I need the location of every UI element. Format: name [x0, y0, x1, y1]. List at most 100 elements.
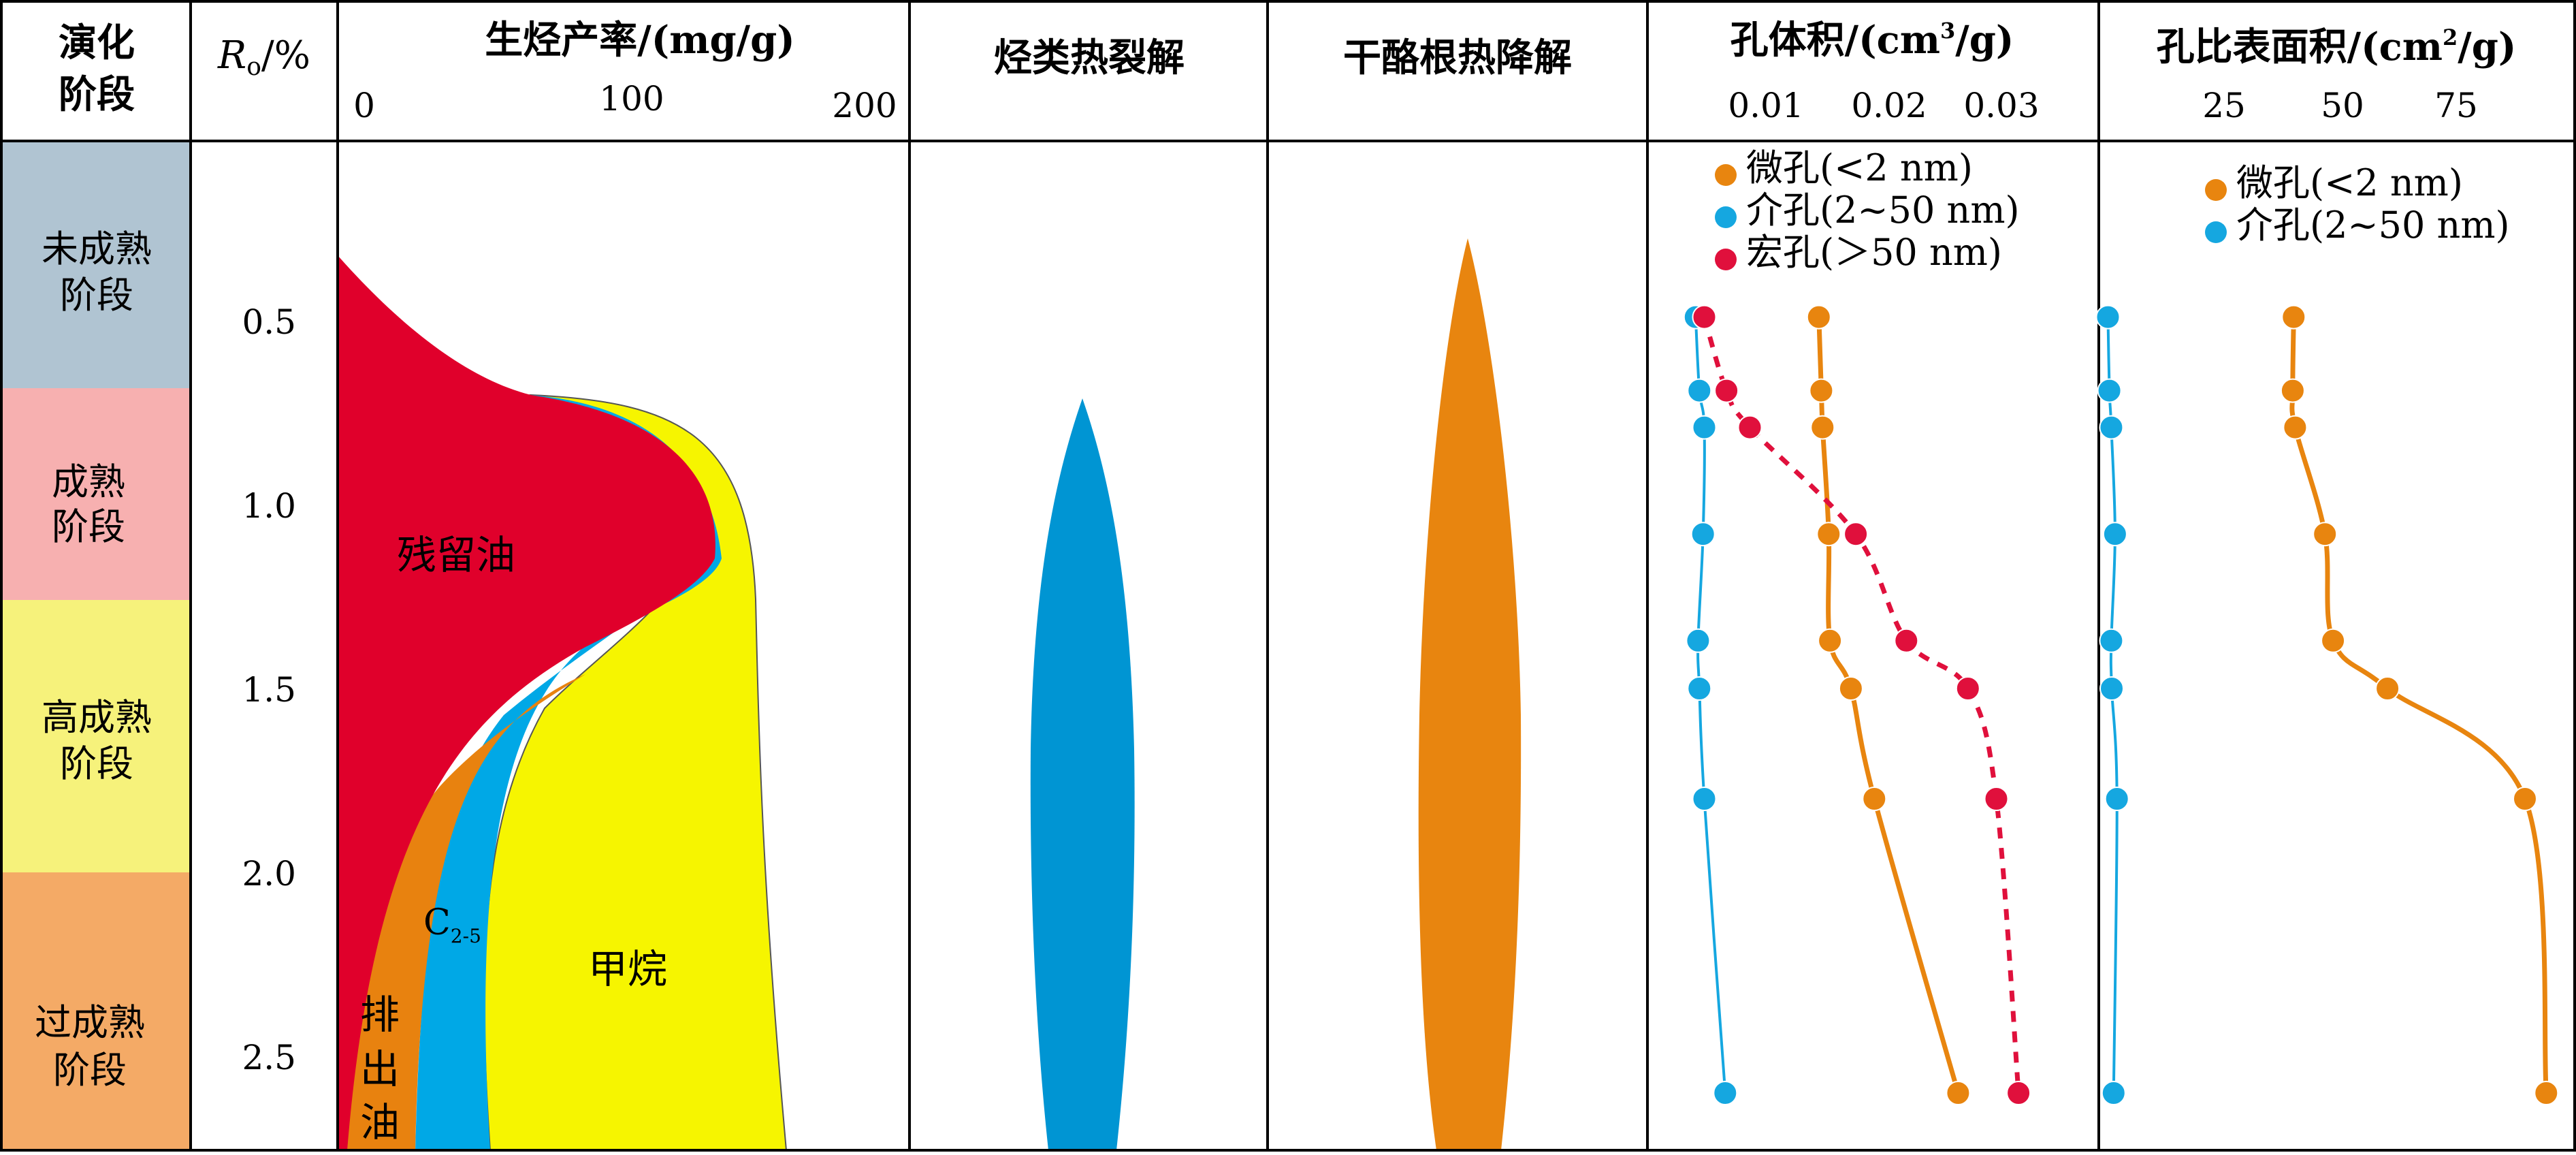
- pore-volume-series: [1683, 304, 2031, 1105]
- yield-regions: [338, 255, 788, 1151]
- sa-micro-point-0: [2281, 304, 2306, 330]
- sa-legend-marker-meso: [2205, 221, 2227, 243]
- residual-oil-region: [338, 255, 715, 1150]
- pv-macro-point-2: [1737, 415, 1762, 440]
- pv-macro-point-6: [1984, 787, 2009, 811]
- pv-meso-point-6: [1692, 787, 1717, 811]
- stage-label-immature-l2: 阶段: [60, 274, 133, 317]
- pv-macro-point-7: [2006, 1081, 2031, 1105]
- ro-tick-20: 2.0: [242, 854, 296, 893]
- stage-block-over-mature: [3, 872, 191, 1150]
- sa-micro-point-4: [2321, 628, 2346, 653]
- header-ro: Ro/%: [217, 33, 310, 81]
- sa-meso-point-1: [2097, 378, 2122, 403]
- ro-tick-25: 2.5: [242, 1038, 296, 1077]
- yield-tick-200: 200: [832, 86, 897, 125]
- header-cracking: 烃类热裂解: [994, 35, 1185, 80]
- pv-micro-point-0: [1806, 304, 1831, 330]
- sa-micro-point-2: [2283, 415, 2308, 440]
- pv-micro-point-5: [1838, 676, 1863, 701]
- pv-meso-point-3: [1690, 522, 1716, 547]
- pv-meso-point-2: [1692, 415, 1717, 440]
- sa-micro-line: [2289, 317, 2549, 1094]
- header-kerogen: 干酪根热降解: [1343, 35, 1572, 80]
- stage-label-mature-l2: 阶段: [52, 505, 125, 548]
- pv-tick-002: 0.02: [1851, 86, 1927, 125]
- pv-legend-marker-macro: [1715, 249, 1737, 270]
- stage-label-over-l1: 过成熟: [35, 1001, 145, 1044]
- pv-meso-point-7: [1713, 1081, 1738, 1105]
- sa-legend-micro: 微孔(<2 nm): [2236, 161, 2463, 204]
- pv-legend-macro: 宏孔(＞50 nm): [1746, 231, 2002, 274]
- sa-micro-point-3: [2313, 522, 2338, 547]
- pv-legend-marker-meso: [1715, 206, 1737, 228]
- pv-micro-point-7: [1946, 1081, 1971, 1105]
- pv-macro-point-4: [1894, 628, 1919, 653]
- ro-tick-15: 1.5: [242, 670, 296, 710]
- yield-tick-0: 0: [353, 86, 375, 125]
- pv-legend: 微孔(<2 nm) 介孔(2~50 nm) 宏孔(＞50 nm): [1715, 146, 2020, 274]
- sa-micro-point-1: [2280, 378, 2305, 403]
- sa-meso-point-0: [2095, 304, 2121, 330]
- pv-macro-point-0: [1692, 304, 1717, 330]
- sa-tick-25: 25: [2202, 86, 2246, 125]
- stage-label-high-l2: 阶段: [60, 742, 133, 785]
- ro-tick-05: 0.5: [242, 302, 296, 342]
- ro-unit: /%: [261, 33, 310, 78]
- pv-micro-point-4: [1818, 628, 1843, 653]
- stage-label-over-l2: 阶段: [53, 1049, 127, 1092]
- header-stage-line1: 演化: [59, 20, 135, 65]
- kerogen-lens: [1418, 238, 1522, 1150]
- stage-label-mature-l1: 成熟: [52, 460, 125, 503]
- stage-blocks: [3, 141, 191, 1150]
- yield-tick-100: 100: [599, 79, 664, 118]
- sa-legend-marker-micro: [2205, 179, 2227, 201]
- surface-area-series: [2095, 304, 2559, 1105]
- pv-meso-point-4: [1686, 628, 1711, 653]
- sa-meso-point-3: [2102, 522, 2127, 547]
- pv-macro-point-3: [1844, 522, 1869, 547]
- sa-micro-point-6: [2513, 787, 2537, 811]
- pv-tick-003: 0.03: [1963, 86, 2039, 125]
- expelled-oil-label-2: 出: [360, 1046, 400, 1092]
- stage-label-immature-l1: 未成熟: [42, 227, 152, 270]
- cracking-lens: [1030, 398, 1135, 1150]
- header-stage-line2: 阶段: [59, 72, 135, 117]
- header-yield: 生烃产率/(mg/g): [485, 18, 794, 63]
- pv-meso-point-1: [1687, 378, 1712, 403]
- sa-meso-point-7: [2101, 1081, 2126, 1105]
- expelled-oil-label-3: 油: [360, 1099, 400, 1145]
- pv-macro-point-1: [1714, 378, 1739, 403]
- expelled-oil-label-1: 排: [360, 992, 400, 1038]
- region-labels: 残留油 甲烷 C2-5 排 出 油: [360, 532, 667, 1145]
- c25-label: C2-5: [423, 902, 481, 947]
- ro-symbol: R: [217, 33, 246, 78]
- pv-legend-marker-micro: [1715, 164, 1737, 186]
- pv-legend-meso: 介孔(2~50 nm): [1746, 189, 2020, 232]
- residual-oil-label: 残留油: [397, 532, 515, 578]
- sa-meso-point-4: [2099, 628, 2124, 653]
- pv-micro-line: [1816, 317, 1961, 1094]
- pv-macro-point-5: [1955, 676, 1980, 701]
- pv-micro-point-6: [1862, 787, 1887, 811]
- sa-tick-50: 50: [2321, 86, 2364, 125]
- sa-meso-point-5: [2099, 676, 2124, 701]
- x-ticks: 0 100 200 0.01 0.02 0.03 25 50 75: [353, 79, 2478, 125]
- stage-label-high-l1: 高成熟: [42, 696, 152, 739]
- sa-micro-point-7: [2534, 1081, 2559, 1105]
- stage-block-high-mature: [3, 600, 191, 872]
- sa-legend: 微孔(<2 nm) 介孔(2~50 nm): [2205, 161, 2510, 247]
- stage-labels: 未成熟 阶段 成熟 阶段 高成熟 阶段 过成熟 阶段: [35, 227, 152, 1092]
- ro-subscript: o: [246, 53, 261, 81]
- header-row: 演化 阶段 Ro/% 生烃产率/(mg/g) 烃类热裂解 干酪根热降解 孔体积/…: [59, 18, 2516, 117]
- header-surface-area: 孔比表面积/(cm2/g): [2157, 25, 2517, 69]
- sa-meso-point-6: [2104, 787, 2129, 811]
- sa-micro-point-5: [2375, 676, 2400, 701]
- stage-block-mature: [3, 388, 191, 600]
- expelled-oil-region: [347, 674, 585, 1150]
- pv-legend-micro: 微孔(<2 nm): [1746, 146, 1973, 189]
- pv-micro-point-1: [1809, 378, 1834, 403]
- stage-block-immature: [3, 141, 191, 388]
